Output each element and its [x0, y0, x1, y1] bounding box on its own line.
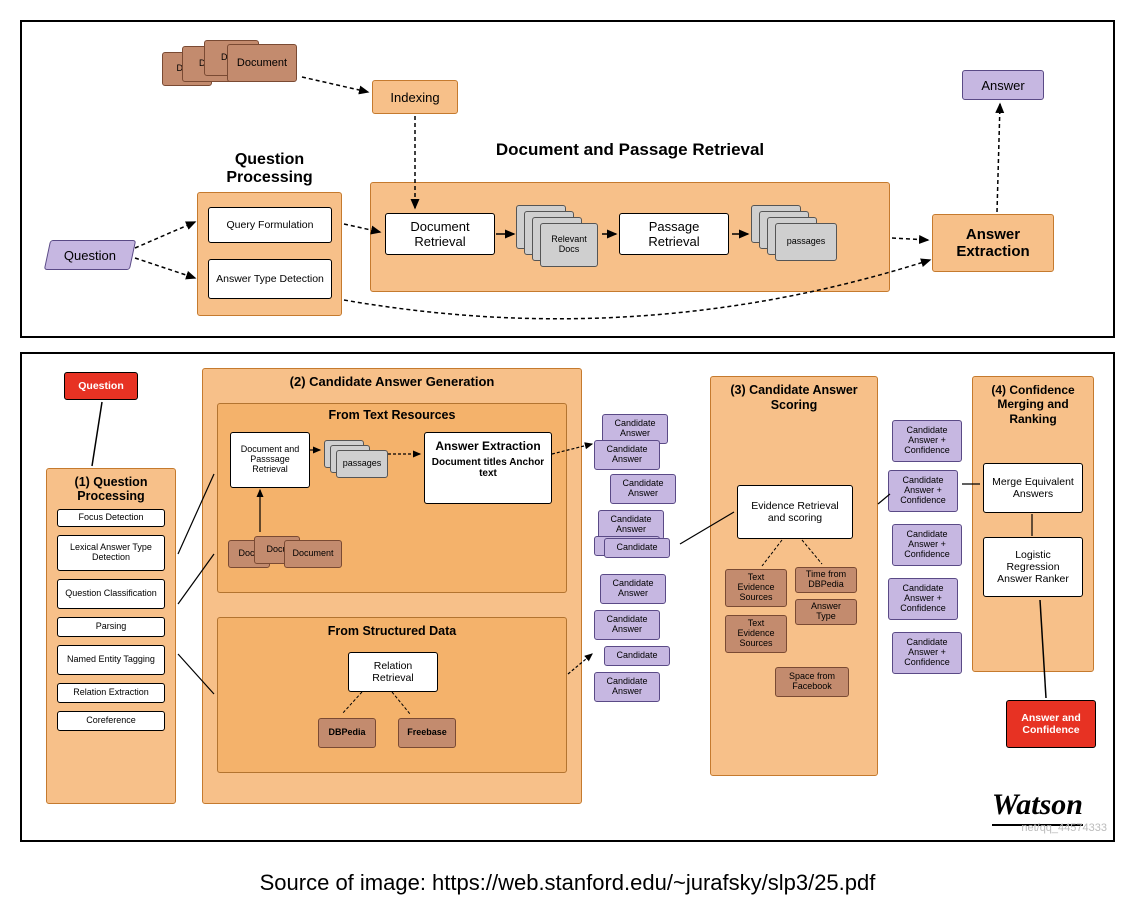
question-red: Question [64, 372, 138, 400]
dpr-small: Document and Passsage Retrieval [230, 432, 310, 488]
answer-output: Answer [962, 70, 1044, 100]
dbpedia-box: DBPedia [318, 718, 376, 748]
cag-container: (2) Candidate Answer Generation From Tex… [202, 368, 582, 804]
from-structured-box: From Structured Data Relation Retrieval … [217, 617, 567, 773]
question-input: Question [44, 240, 136, 270]
answer-extraction-small: Answer Extraction Document titles Anchor… [424, 432, 552, 504]
cas-container: (3) Candidate Answer Scoring Evidence Re… [710, 376, 878, 776]
bottom-panel: Question (1) Question Processing Focus D… [20, 352, 1115, 842]
question-processing-box: Question Processing Query Formulation An… [197, 192, 342, 316]
cmr-container: (4) Confidence Merging and Ranking Merge… [972, 376, 1094, 672]
from-text-box: From Text Resources Document and Passsag… [217, 403, 567, 593]
watermark: net/qq_44574333 [1021, 822, 1107, 834]
query-formulation: Query Formulation [208, 207, 332, 243]
passage-retrieval: Passage Retrieval [619, 213, 729, 255]
top-panel: Docu Docu Docu Document Indexing Questio… [20, 20, 1115, 338]
answer-extraction-top: Answer Extraction [932, 214, 1054, 272]
evidence-box: Evidence Retrieval and scoring [737, 485, 853, 539]
diagram-frame: Docu Docu Docu Document Indexing Questio… [20, 20, 1115, 896]
source-caption: Source of image: https://web.stanford.ed… [20, 870, 1115, 896]
answer-conf-red: Answer and Confidence [1006, 700, 1096, 748]
watson-label: Watson [992, 788, 1083, 826]
relation-retrieval: Relation Retrieval [348, 652, 438, 692]
doc-stack-icon: Docu Docu Docu Document [162, 40, 302, 100]
merge-box: Merge Equivalent Answers [983, 463, 1083, 513]
logistic-box: Logistic Regression Answer Ranker [983, 537, 1083, 597]
document-retrieval: Document Retrieval [385, 213, 495, 255]
qp-container: (1) Question Processing Focus Detection … [46, 468, 176, 804]
dpr-box: Document and Passage Retrieval Document … [370, 182, 890, 292]
freebase-box: Freebase [398, 718, 456, 748]
answer-type-detection: Answer Type Detection [208, 259, 332, 299]
indexing-box: Indexing [372, 80, 458, 114]
